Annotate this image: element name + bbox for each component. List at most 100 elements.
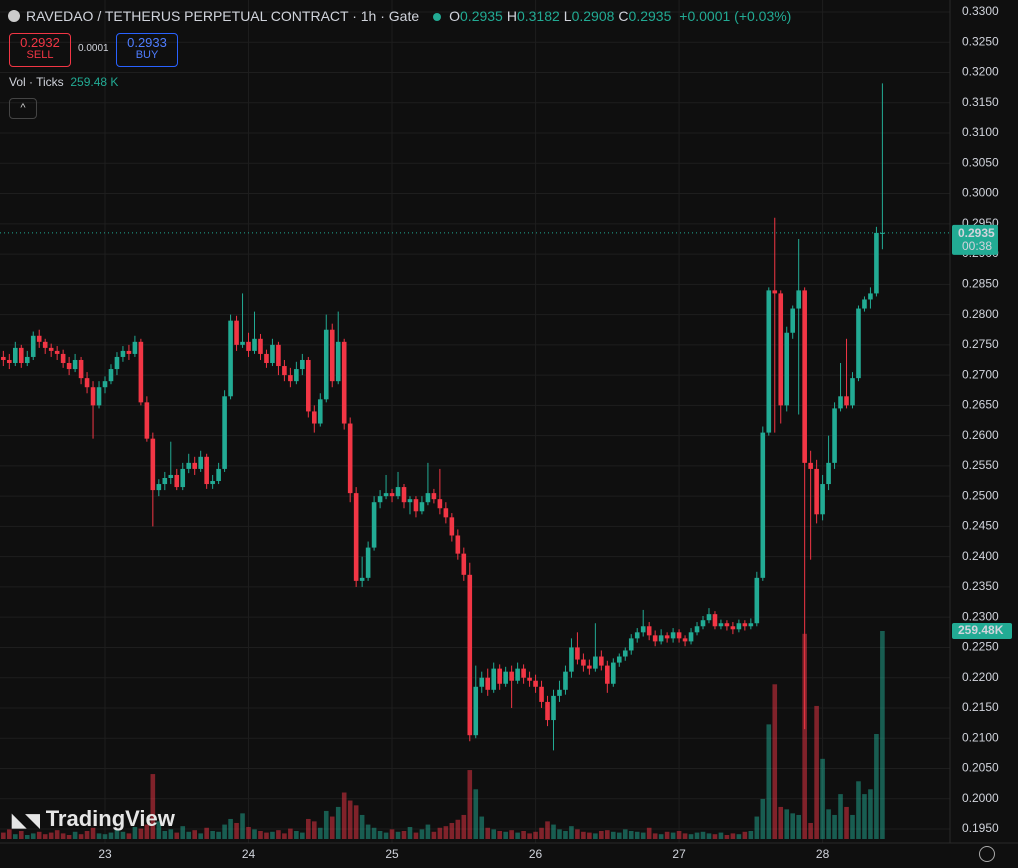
volume-bar xyxy=(168,829,174,839)
volume-bar xyxy=(527,833,532,839)
volume-bar xyxy=(132,826,138,839)
volume-bar xyxy=(335,806,341,839)
candle-body xyxy=(108,369,114,382)
volume-bar xyxy=(599,830,604,839)
last-price-box xyxy=(952,224,998,255)
volume-bar xyxy=(66,834,72,839)
volume-bar xyxy=(521,830,526,839)
volume-bar xyxy=(383,832,389,839)
candle-body xyxy=(306,359,311,412)
volume-bar xyxy=(401,830,407,839)
candle-body xyxy=(180,468,186,488)
candle-body xyxy=(186,462,192,469)
logo: ◣◥ TradingView xyxy=(12,806,175,831)
volume-bar xyxy=(832,814,837,839)
candle-body xyxy=(138,341,144,403)
volume-bar xyxy=(138,828,144,839)
candle-body xyxy=(503,671,508,684)
candle-body xyxy=(850,378,855,406)
countdown-label: 00:38 xyxy=(962,239,992,253)
volume-bar xyxy=(443,826,449,839)
volume-bar xyxy=(676,830,682,839)
volume-bar xyxy=(593,833,598,839)
volume-bar xyxy=(509,830,514,839)
candle-body xyxy=(700,620,706,627)
candle-body xyxy=(880,232,885,234)
volume-bar xyxy=(431,831,437,839)
candle-body xyxy=(395,487,401,497)
candle-body xyxy=(210,481,215,485)
candle-body xyxy=(754,577,760,624)
volume-bar xyxy=(844,806,849,839)
candle-body xyxy=(425,493,431,503)
indicator-name: Vol · Ticks xyxy=(9,75,64,89)
y-tick-label: 0.2600 xyxy=(962,428,999,442)
candle-body xyxy=(856,308,861,379)
volume-bar xyxy=(670,832,676,839)
volume-bar xyxy=(30,833,36,839)
candle-body xyxy=(246,341,251,351)
volume-bar xyxy=(240,813,245,839)
candle-body xyxy=(497,668,502,684)
candle-body xyxy=(30,335,36,357)
candle-body xyxy=(790,308,795,333)
candle-body xyxy=(288,375,293,382)
candle-body xyxy=(569,647,574,672)
candle-body xyxy=(323,329,329,400)
volume-bar xyxy=(724,834,730,839)
y-tick-label: 0.3100 xyxy=(962,125,999,139)
candle-body xyxy=(479,677,485,687)
volume-bar xyxy=(485,827,491,839)
change: +0.0001 (+0.03%) xyxy=(679,8,792,24)
volume-bar xyxy=(162,830,168,839)
volume-bar xyxy=(186,831,192,839)
volume-bar xyxy=(718,832,724,839)
candle-body xyxy=(377,496,383,503)
candle-body xyxy=(599,656,604,666)
ohlc-value: 0.2908 xyxy=(571,8,615,24)
candle-body xyxy=(796,290,801,309)
volume-bar xyxy=(156,821,162,839)
candle-body xyxy=(347,423,353,494)
candle-body xyxy=(270,344,275,364)
candle-body xyxy=(670,632,676,639)
last-price-label: 0.2935 xyxy=(958,226,995,240)
y-tick-label: 0.2700 xyxy=(962,367,999,381)
collapse-button[interactable]: ^ xyxy=(9,98,37,119)
candle-body xyxy=(317,399,323,424)
logo-text: TradingView xyxy=(45,806,175,831)
volume-bar xyxy=(652,833,658,839)
volume-bar xyxy=(545,821,550,839)
candle-body xyxy=(401,487,407,503)
candle-body xyxy=(844,396,849,406)
volume-bar xyxy=(742,831,748,839)
volume-bar xyxy=(826,809,831,839)
buy-button[interactable]: 0.2933 BUY xyxy=(116,33,178,67)
volume-bar xyxy=(114,829,120,839)
volume-bar xyxy=(1,832,6,839)
y-tick-label: 0.3200 xyxy=(962,65,999,79)
spread: 0.0001 xyxy=(78,43,109,54)
ohlc-value: 0.3182 xyxy=(516,8,560,24)
candle-body xyxy=(228,320,233,397)
candle-body xyxy=(724,623,730,627)
candle-body xyxy=(521,668,526,678)
volume-bar xyxy=(497,830,502,839)
candle-body xyxy=(13,347,18,364)
candle-body xyxy=(611,662,616,684)
settings-icon[interactable] xyxy=(979,846,995,862)
candle-body xyxy=(276,344,281,367)
volume-bar xyxy=(413,832,419,839)
sell-button[interactable]: 0.2932 SELL xyxy=(9,33,71,67)
volume-bar xyxy=(90,827,96,839)
y-tick-label: 0.2250 xyxy=(962,640,999,654)
volume-label: 259.48K xyxy=(958,623,1004,637)
candle-body xyxy=(90,387,96,406)
volume-bar xyxy=(688,834,694,839)
y-tick-label: 0.3000 xyxy=(962,186,999,200)
candle-body xyxy=(455,535,461,554)
sell-price: 0.2932 xyxy=(20,35,60,50)
volume-bar xyxy=(42,834,48,839)
volume-bar xyxy=(222,824,227,839)
candle-body xyxy=(258,338,263,354)
